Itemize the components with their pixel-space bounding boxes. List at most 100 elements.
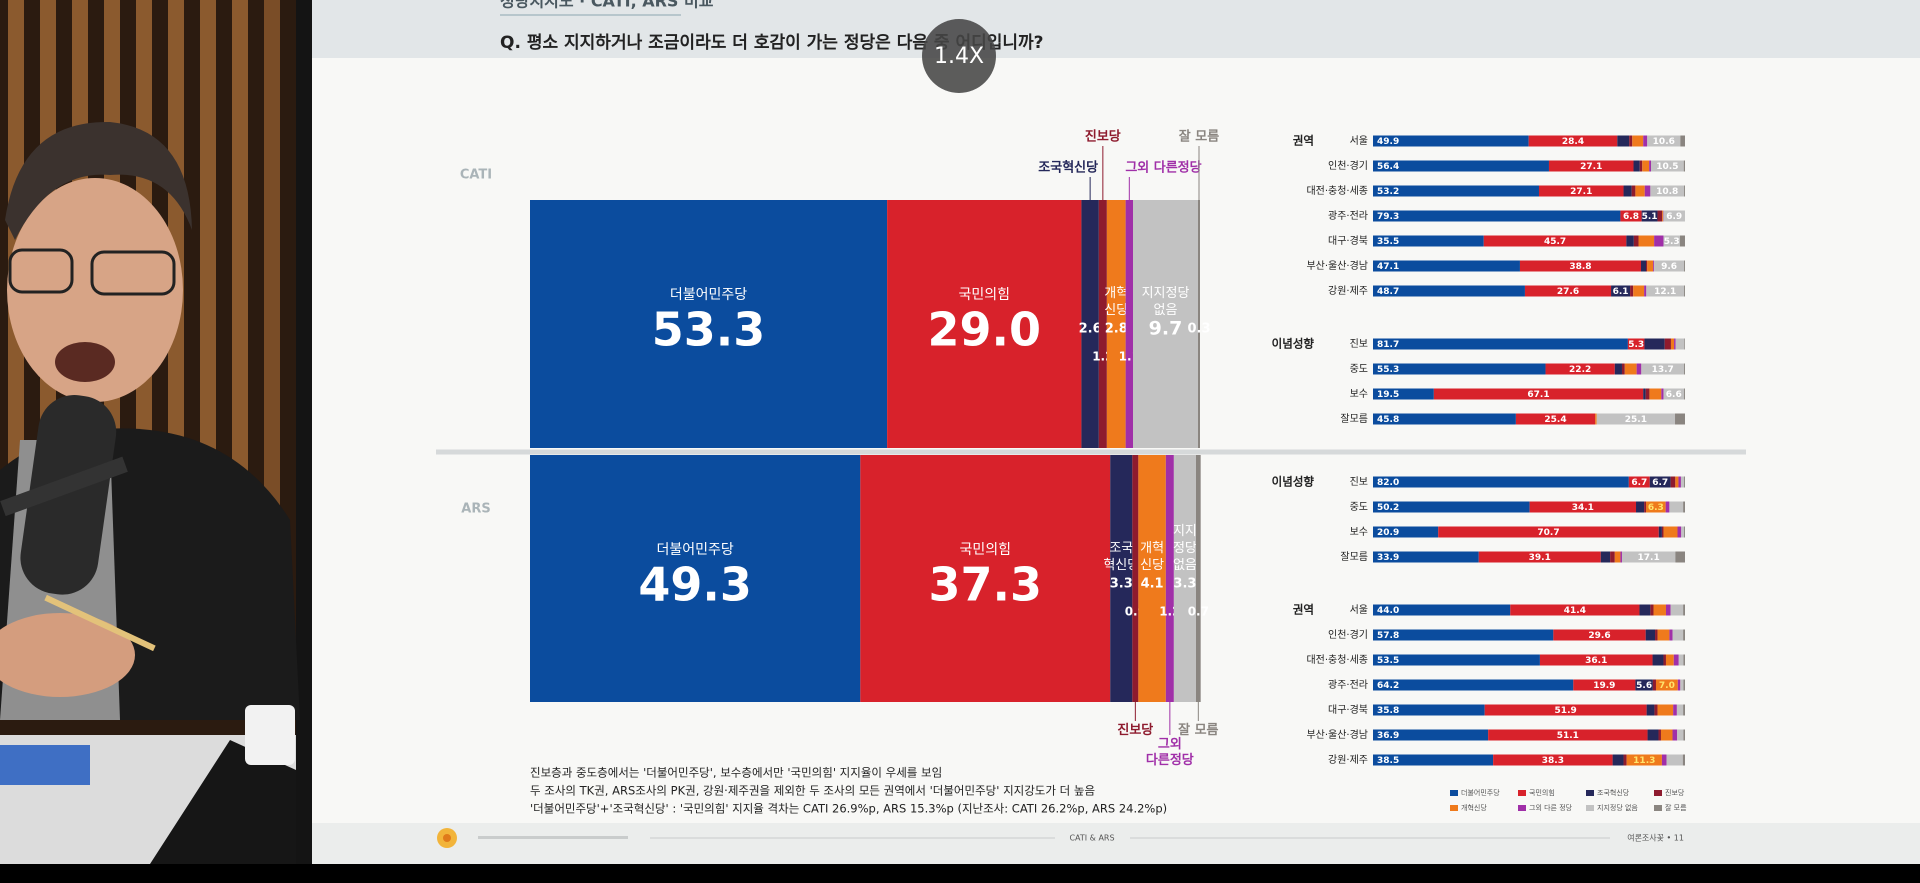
bar-segment	[1373, 629, 1554, 641]
group-label: 이념성향	[1272, 337, 1315, 351]
question: Q. 평소 지지하거나 조금이라도 더 호감이 가는 정당은 다음 중 어디입니…	[500, 33, 1044, 53]
bar-segment	[1673, 654, 1679, 666]
segment-name: 더불어민주당	[657, 542, 734, 558]
value-label: 22.2	[1569, 365, 1591, 375]
value-label: 37.3	[929, 558, 1043, 612]
bar-segment	[1682, 754, 1685, 766]
cup	[245, 705, 295, 765]
bar-segment	[1529, 501, 1637, 513]
bar-segment	[1672, 629, 1684, 641]
value-label: 27.1	[1570, 187, 1592, 197]
hand	[0, 613, 135, 697]
value-label: 41.4	[1564, 606, 1586, 616]
speed-badge[interactable]	[922, 19, 996, 93]
bar-segment	[1626, 235, 1634, 247]
bar-segment	[1081, 200, 1099, 448]
slide-header-band	[312, 0, 1920, 58]
value-label: 56.4	[1377, 162, 1399, 172]
bar-segment	[1633, 285, 1645, 297]
bar-segment	[1132, 455, 1139, 702]
bar-segment	[887, 200, 1082, 448]
value-label: 10.8	[1656, 187, 1678, 197]
bar-segment	[1657, 210, 1663, 222]
value-label: 6.7	[1652, 478, 1668, 488]
value-label: 3.3	[1173, 577, 1196, 592]
segment-name: 진보당	[1085, 129, 1121, 145]
bar-segment	[1663, 235, 1681, 247]
bar-segment	[1614, 363, 1622, 375]
bar-segment	[1645, 388, 1650, 400]
bar-segment	[1645, 629, 1656, 641]
text-line: 혁신당	[1103, 558, 1139, 573]
bar-segment	[1373, 185, 1539, 197]
segment-name: 그외 다른정당	[1125, 160, 1201, 176]
mic-arm	[0, 456, 128, 517]
bar-segment	[1636, 363, 1642, 375]
bar-segment	[1629, 135, 1633, 147]
text-line: 없음	[1154, 303, 1178, 318]
bar-segment	[1658, 729, 1661, 741]
bar-segment	[1644, 285, 1647, 297]
legend-swatch	[1518, 805, 1526, 811]
bar-segment	[1373, 260, 1520, 272]
bar-segment	[1661, 754, 1667, 766]
bar-segment	[1545, 363, 1615, 375]
value-label: 6.3	[1648, 503, 1664, 513]
note: '더불어민주당'+'조국혁신당' : '국민의힘' 지지율 격차는 CATI 2…	[530, 802, 1167, 816]
bar-segment	[1635, 679, 1653, 691]
value-label: 38.8	[1569, 262, 1591, 272]
value-label: 29.6	[1588, 631, 1610, 641]
group-label: 권역	[1293, 134, 1314, 148]
bar-segment	[1684, 388, 1685, 400]
bar-segment	[1195, 455, 1201, 702]
bar-segment	[1642, 160, 1650, 172]
bar-segment	[1628, 476, 1650, 488]
bar-segment	[1647, 135, 1681, 147]
value-label: 81.7	[1377, 340, 1399, 350]
value-label: 82.0	[1377, 478, 1399, 488]
value-label: 25.4	[1544, 415, 1566, 425]
wood-slat	[264, 0, 280, 520]
paper	[0, 745, 90, 785]
bar-segment	[1661, 388, 1664, 400]
bar-segment	[1610, 551, 1615, 563]
bar-segment	[1669, 629, 1673, 641]
speed-label[interactable]: 1.4X	[934, 44, 984, 69]
bar-segment	[1373, 210, 1621, 222]
bar-segment	[1646, 285, 1685, 297]
bar-segment	[1635, 185, 1645, 197]
bar-segment	[1617, 135, 1630, 147]
row-label: 대전·충청·세종	[1306, 185, 1368, 197]
footer-logo	[437, 828, 457, 848]
bar-segment	[1677, 526, 1682, 538]
bar-segment	[1684, 338, 1685, 350]
row-label: 대구·경북	[1328, 703, 1368, 716]
bar-segment	[1373, 476, 1629, 488]
bar-segment	[1672, 729, 1678, 741]
bar-segment	[1684, 526, 1685, 538]
bar-segment	[1684, 363, 1685, 375]
bar-segment	[1680, 135, 1685, 147]
row-label: 부산·울산·경남	[1306, 728, 1368, 741]
bar-segment	[1548, 160, 1634, 172]
bar-segment	[1624, 363, 1637, 375]
value-label: 70.7	[1537, 528, 1559, 538]
legend-swatch	[1586, 805, 1594, 811]
bar-segment	[1676, 704, 1684, 716]
footer-page: 여론조사꽃 • 11	[1627, 833, 1684, 843]
legend-label: 잘 모름	[1665, 804, 1687, 812]
bar-segment	[1644, 338, 1665, 350]
value-label: 49.9	[1377, 137, 1399, 147]
value-label: 28.4	[1562, 137, 1584, 147]
bar-segment	[1683, 629, 1685, 641]
group-label: 이념성향	[1272, 475, 1315, 489]
heading-underline	[500, 14, 681, 16]
bar-segment	[1669, 501, 1684, 513]
bar-segment	[1519, 260, 1642, 272]
row-label: 잘모름	[1340, 413, 1368, 425]
bar-segment	[1639, 160, 1643, 172]
text-line: 없음	[1173, 558, 1197, 573]
bar-segment	[1675, 338, 1685, 350]
value-label: 51.1	[1557, 731, 1579, 741]
